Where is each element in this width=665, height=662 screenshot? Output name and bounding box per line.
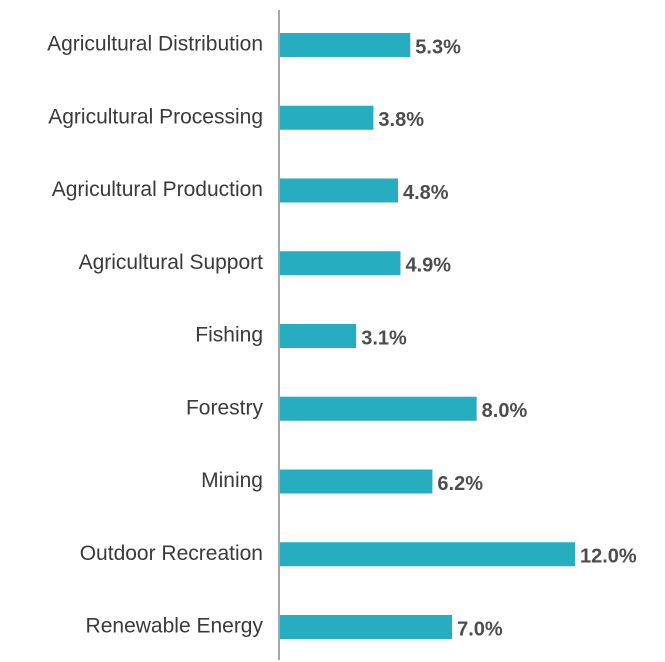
category-label: Mining — [201, 469, 263, 492]
value-label: 6.2% — [437, 473, 483, 495]
category-label: Agricultural Processing — [48, 105, 263, 128]
bar — [280, 178, 398, 203]
category-label: Agricultural Production — [52, 178, 263, 201]
bar — [280, 542, 575, 567]
bar — [280, 105, 374, 130]
category-label: Agricultural Distribution — [47, 33, 263, 56]
category-label: Agricultural Support — [79, 251, 264, 274]
value-label: 3.1% — [361, 327, 407, 349]
value-label: 5.3% — [415, 36, 461, 58]
value-label: 4.9% — [405, 255, 451, 277]
category-label: Forestry — [186, 396, 264, 419]
bar — [280, 251, 401, 276]
value-label: 7.0% — [457, 618, 503, 640]
category-label: Renewable Energy — [86, 615, 264, 638]
bar — [280, 615, 453, 639]
bar — [280, 396, 477, 421]
category-label: Fishing — [195, 324, 263, 347]
bar — [280, 33, 411, 57]
category-label: Outdoor Recreation — [80, 542, 263, 565]
value-label: 3.8% — [378, 109, 424, 131]
value-label: 12.0% — [580, 546, 637, 568]
bar — [280, 469, 433, 494]
bar — [280, 324, 357, 348]
value-label: 8.0% — [482, 400, 528, 422]
value-label: 4.8% — [403, 182, 449, 204]
